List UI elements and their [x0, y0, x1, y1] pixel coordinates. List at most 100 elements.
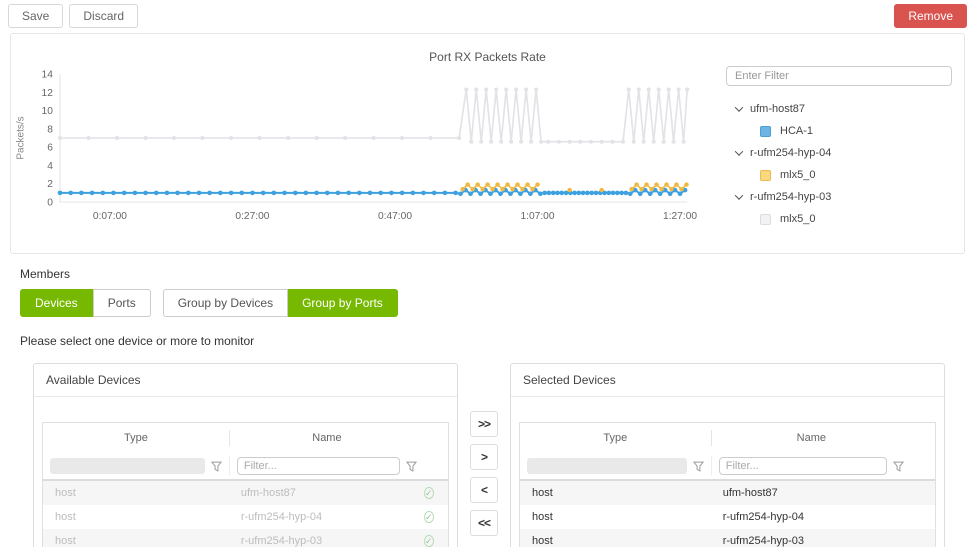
- select-device-hint: Please select one device or more to moni…: [20, 334, 255, 348]
- funnel-icon[interactable]: [892, 461, 904, 472]
- table-row[interactable]: host r-ufm254-hyp-03 ✓: [43, 529, 448, 547]
- table-header: Type Name: [43, 423, 448, 453]
- svg-text:0:27:00: 0:27:00: [235, 211, 269, 222]
- table-header: Type Name: [520, 423, 935, 453]
- available-devices-rows: host ufm-host87 ✓ host r-ufm254-hyp-04 ✓ host r…: [43, 481, 448, 547]
- available-name-filter-input[interactable]: [236, 457, 400, 475]
- tree-node-port[interactable]: mlx5_0: [726, 208, 952, 230]
- svg-text:2: 2: [47, 179, 53, 190]
- svg-text:4: 4: [47, 161, 53, 172]
- svg-text:0:47:00: 0:47:00: [378, 211, 412, 222]
- cell-name: ufm-host87: [240, 487, 296, 499]
- move-left-button[interactable]: <: [470, 477, 498, 503]
- tree-port-label: mlx5_0: [780, 169, 816, 181]
- tree-device-label: ufm-host87: [750, 103, 806, 115]
- tree-port-label: mlx5_0: [780, 213, 816, 225]
- monitor-panel: Port RX Packets Rate 0 2 4 6 8 10 12 14 0:07:00 0…: [10, 33, 965, 254]
- tree-node-port[interactable]: mlx5_0: [726, 164, 952, 186]
- table-row[interactable]: host r-ufm254-hyp-03: [520, 529, 935, 547]
- series-color-swatch: [760, 125, 771, 137]
- svg-text:10: 10: [42, 106, 54, 117]
- svg-text:Packets/s: Packets/s: [15, 116, 26, 159]
- cell-name: r-ufm254-hyp-03: [240, 535, 323, 547]
- device-transfer-section: Available Devices Type Name: [0, 363, 975, 547]
- column-header-type: Type: [123, 432, 148, 444]
- chevron-down-icon: [734, 191, 744, 200]
- members-toggle-ports[interactable]: Ports: [92, 289, 151, 317]
- tree-node-device[interactable]: r-ufm254-hyp-04: [726, 142, 952, 164]
- tree-filter-input[interactable]: [726, 66, 952, 86]
- selected-devices-panel: Selected Devices Type Name: [510, 363, 945, 547]
- chart-area: 0 2 4 6 8 10 12 14 0:07:00 0:27:00 0:47:00 1:07:00 1…: [11, 64, 726, 240]
- cell-name: ufm-host87: [722, 487, 778, 499]
- type-filter-disabled: [527, 458, 687, 474]
- cell-type: host: [55, 511, 76, 523]
- table-row[interactable]: host ufm-host87 ✓: [43, 481, 448, 505]
- tree-group: r-ufm254-hyp-03 mlx5_0: [726, 186, 952, 230]
- cell-type: host: [55, 535, 76, 547]
- funnel-icon[interactable]: [406, 461, 417, 472]
- chevron-down-icon: [734, 103, 744, 112]
- transfer-buttons: >> > < <<: [458, 363, 510, 536]
- svg-text:14: 14: [42, 70, 54, 81]
- funnel-icon[interactable]: [692, 461, 704, 472]
- table-filter-row: [520, 453, 935, 481]
- toolbar: Save Discard Remove: [0, 0, 975, 32]
- tree-node-port[interactable]: HCA-1: [726, 120, 952, 142]
- column-header-name: Name: [710, 430, 911, 446]
- selected-check-icon: ✓: [424, 487, 434, 499]
- tree-device-label: r-ufm254-hyp-04: [750, 147, 832, 159]
- cell-type: host: [532, 487, 553, 499]
- cell-type: host: [532, 535, 553, 547]
- series-color-swatch: [760, 169, 771, 181]
- chevron-down-icon: [734, 147, 744, 156]
- column-header-name: Name: [228, 430, 424, 446]
- tree-node-device[interactable]: ufm-host87: [726, 98, 952, 120]
- svg-text:0: 0: [47, 198, 53, 209]
- table-filter-row: [43, 453, 448, 481]
- tree-group: r-ufm254-hyp-04 mlx5_0: [726, 142, 952, 186]
- discard-button[interactable]: Discard: [69, 4, 139, 28]
- move-all-left-button[interactable]: <<: [470, 510, 498, 536]
- svg-text:12: 12: [42, 88, 54, 99]
- column-header-type: Type: [603, 432, 628, 444]
- svg-text:6: 6: [47, 143, 53, 154]
- type-filter-disabled: [50, 458, 205, 474]
- selected-check-icon: ✓: [424, 535, 434, 547]
- members-label: Members: [20, 267, 71, 281]
- selected-check-icon: ✓: [424, 511, 434, 523]
- svg-text:1:27:00: 1:27:00: [663, 211, 697, 222]
- svg-text:0:07:00: 0:07:00: [93, 211, 127, 222]
- tree-port-label: HCA-1: [780, 125, 814, 137]
- funnel-icon[interactable]: [210, 461, 222, 472]
- legend-tree-panel: ufm-host87HCA-1r-ufm254-hyp-04mlx5_0r-uf…: [726, 64, 964, 240]
- cell-name: r-ufm254-hyp-03: [722, 535, 805, 547]
- members-button-groups: Devices Ports Group by Devices Group by Por…: [20, 289, 955, 317]
- available-devices-title: Available Devices: [34, 364, 457, 397]
- table-row[interactable]: host ufm-host87: [520, 481, 935, 505]
- series-color-swatch: [760, 213, 771, 225]
- table-row[interactable]: host r-ufm254-hyp-04 ✓: [43, 505, 448, 529]
- members-toggle-group-by-devices[interactable]: Group by Devices: [162, 289, 289, 317]
- port-rx-chart: 0 2 4 6 8 10 12 14 0:07:00 0:27:00 0:47:00 1:07:00 1…: [15, 70, 697, 222]
- selected-devices-rows: host ufm-host87 host r-ufm254-hyp-04 host r-u…: [520, 481, 935, 547]
- members-toggle-group-by-ports[interactable]: Group by Ports: [288, 289, 398, 317]
- remove-button[interactable]: Remove: [894, 4, 967, 28]
- svg-text:1:07:00: 1:07:00: [521, 211, 555, 222]
- selected-devices-title: Selected Devices: [511, 364, 944, 397]
- selected-devices-table: Type Name: [519, 422, 936, 547]
- save-button[interactable]: Save: [8, 4, 64, 28]
- svg-text:8: 8: [47, 124, 53, 135]
- selected-name-filter-input[interactable]: [718, 457, 887, 475]
- members-toggle-devices[interactable]: Devices: [20, 289, 93, 317]
- move-right-button[interactable]: >: [470, 444, 498, 470]
- chart-title: Port RX Packets Rate: [429, 50, 546, 64]
- tree-node-device[interactable]: r-ufm254-hyp-03: [726, 186, 952, 208]
- available-devices-panel: Available Devices Type Name: [33, 363, 458, 547]
- device-tree: ufm-host87 HCA-1 r-ufm254-hyp-04 mlx5_0 r-uf…: [726, 98, 952, 230]
- cell-name: r-ufm254-hyp-04: [240, 511, 323, 523]
- table-row[interactable]: host r-ufm254-hyp-04: [520, 505, 935, 529]
- tree-device-label: r-ufm254-hyp-03: [750, 191, 832, 203]
- move-all-right-button[interactable]: >>: [470, 411, 498, 437]
- tree-group: ufm-host87 HCA-1: [726, 98, 952, 142]
